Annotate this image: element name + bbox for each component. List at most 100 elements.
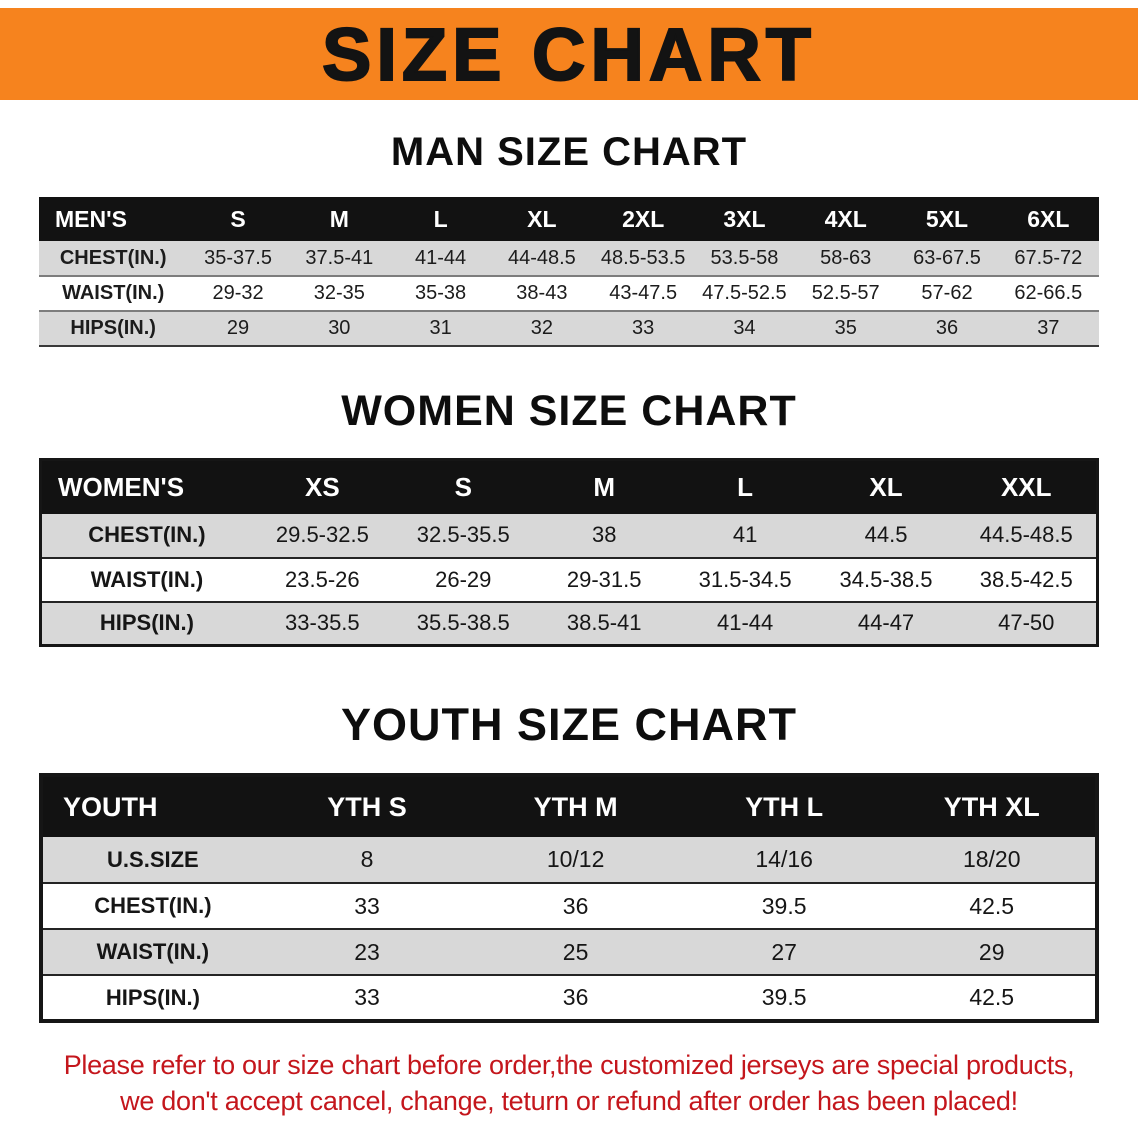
size-value-cell: 38.5-42.5: [979, 566, 1073, 592]
size-column-header: 5XL: [896, 197, 998, 241]
size-value-cell: 37.5-41: [305, 246, 374, 269]
size-column-header: YTH L: [679, 775, 889, 837]
size-value-cell: 42.5: [969, 984, 1015, 1010]
size-column-header: M: [533, 459, 675, 514]
table-header-row: WOMEN'S XS S M L XL XXL: [40, 459, 1098, 514]
size-value-cell: 27: [771, 938, 797, 965]
table-corner-label: WOMEN'S: [40, 459, 252, 514]
size-value-cell: 52.5-57: [811, 282, 880, 304]
table-row: CHEST(IN.) 33 36 39.5 42.5: [41, 883, 1097, 929]
table-row: CHEST(IN.) 35-37.5 37.5-41 41-44 44-48.5 48.5…: [39, 241, 1099, 276]
size-value-cell: 34.5-38.5: [839, 566, 933, 592]
measurement-label: CHEST(IN.): [88, 522, 206, 547]
measurement-label: WAIST(IN.): [96, 939, 210, 964]
size-value-cell: 36: [935, 317, 959, 339]
women-size-table: WOMEN'S XS S M L XL XXL CHEST(IN.) 29.5-32.5 32.5…: [39, 458, 1099, 647]
size-column-header: M: [288, 197, 390, 241]
size-column-header: L: [389, 197, 492, 241]
size-value-cell: 57-62: [921, 282, 973, 304]
measurement-label: U.S.SIZE: [107, 846, 199, 872]
size-column-header: XS: [251, 459, 393, 514]
size-value-cell: 29: [226, 317, 250, 339]
banner-title: SIZE CHART: [321, 12, 816, 97]
size-value-cell: 39.5: [761, 984, 807, 1010]
youth-size-table: YOUTH YTH S YTH M YTH L YTH XL U.S.SIZE 8 10/12…: [39, 773, 1099, 1023]
size-column-header: L: [674, 459, 816, 514]
size-value-cell: 32-35: [313, 282, 365, 304]
size-value-cell: 29-31.5: [566, 566, 642, 592]
size-value-cell: 67.5-72: [1014, 246, 1083, 269]
size-value-cell: 25: [562, 938, 589, 965]
size-value-cell: 31.5-34.5: [698, 566, 792, 592]
size-value-cell: 39.5: [761, 892, 807, 919]
size-value-cell: 34: [733, 317, 756, 339]
size-chart-banner: SIZE CHART: [0, 8, 1138, 100]
size-column-header: YTH XL: [888, 775, 1097, 837]
size-value-cell: 38: [591, 522, 617, 547]
size-column-header: 4XL: [795, 197, 897, 241]
size-value-cell: 33-35.5: [285, 610, 360, 636]
size-value-cell: 33: [354, 892, 380, 919]
size-value-cell: 8: [360, 846, 374, 872]
size-value-cell: 18/20: [962, 846, 1021, 872]
order-disclaimer: Please refer to our size chart before or…: [0, 1047, 1138, 1120]
size-value-cell: 38.5-41: [566, 610, 642, 636]
size-value-cell: 29-32: [212, 282, 264, 304]
size-value-cell: 32: [530, 317, 553, 339]
size-column-header: 2XL: [592, 197, 694, 241]
size-value-cell: 38-43: [516, 282, 568, 304]
size-column-header: S: [392, 459, 534, 514]
measurement-label: WAIST(IN.): [90, 566, 204, 592]
table-corner-label: YOUTH: [41, 775, 263, 837]
size-value-cell: 29: [978, 938, 1005, 965]
size-column-header: 6XL: [997, 197, 1099, 241]
size-value-cell: 44.5: [864, 522, 908, 547]
youth-size-chart-heading: YOUTH SIZE CHART: [340, 699, 797, 750]
size-column-header: XXL: [956, 459, 1098, 514]
size-value-cell: 41-44: [415, 246, 467, 269]
size-value-cell: 53.5-58: [710, 246, 779, 269]
size-column-header: XL: [491, 197, 593, 241]
table-header-row: YOUTH YTH S YTH M YTH L YTH XL: [41, 775, 1097, 837]
size-value-cell: 41-44: [716, 610, 774, 636]
size-value-cell: 30: [328, 317, 351, 339]
size-column-header: XL: [815, 459, 957, 514]
disclaimer-line-2: we don't accept cancel, change, teturn o…: [120, 1086, 1018, 1117]
size-value-cell: 43-47.5: [609, 282, 678, 304]
size-value-cell: 48.5-53.5: [600, 246, 686, 269]
size-value-cell: 35-38: [415, 282, 467, 304]
size-value-cell: 47.5-52.5: [702, 282, 787, 304]
table-row: HIPS(IN.) 33 36 39.5 42.5: [41, 975, 1097, 1021]
size-value-cell: 35-37.5: [204, 246, 272, 269]
table-row: WAIST(IN.) 23 25 27 29: [41, 929, 1097, 975]
table-row: HIPS(IN.) 33-35.5 35.5-38.5 38.5-41 41-44 44-…: [40, 601, 1098, 646]
man-size-chart-heading: MAN SIZE CHART: [390, 130, 748, 174]
size-value-cell: 14/16: [755, 846, 813, 872]
size-value-cell: 58-63: [820, 246, 872, 269]
size-value-cell: 31: [429, 317, 452, 339]
men-size-table: MEN'S S M L XL 2XL 3XL 4XL 5XL 6XL CHEST(IN.) 35-37…: [39, 197, 1099, 347]
table-row: CHEST(IN.) 29.5-32.5 32.5-35.5 38 41 44.5 44.5…: [40, 513, 1098, 558]
measurement-label: CHEST(IN.): [94, 893, 212, 918]
table-row: U.S.SIZE 8 10/12 14/16 18/20: [41, 837, 1097, 883]
table-row: WAIST(IN.) 29-32 32-35 35-38 38-43 43-47.5 47.…: [39, 276, 1099, 311]
size-value-cell: 35: [834, 317, 857, 339]
table-corner-label: MEN'S: [39, 197, 188, 241]
size-value-cell: 23: [354, 938, 380, 965]
size-value-cell: 63-67.5: [913, 246, 981, 269]
size-value-cell: 42.5: [969, 892, 1015, 919]
measurement-label: HIPS(IN.): [105, 984, 200, 1010]
size-value-cell: 32.5-35.5: [416, 522, 510, 547]
size-column-header: 3XL: [693, 197, 796, 241]
size-value-cell: 37: [1037, 317, 1060, 339]
measurement-label: WAIST(IN.): [62, 282, 165, 304]
size-value-cell: 23.5-26: [285, 566, 360, 592]
size-value-cell: 35.5-38.5: [416, 610, 510, 636]
size-value-cell: 47-50: [998, 610, 1055, 636]
table-row: WAIST(IN.) 23.5-26 26-29 29-31.5 31.5-34.5 34…: [40, 557, 1098, 602]
size-column-header: YTH M: [471, 775, 680, 837]
size-value-cell: 10/12: [546, 846, 605, 872]
disclaimer-line-1: Please refer to our size chart before or…: [63, 1050, 1075, 1080]
measurement-label: CHEST(IN.): [59, 246, 167, 269]
table-header-row: MEN'S S M L XL 2XL 3XL 4XL 5XL 6XL: [39, 197, 1099, 241]
